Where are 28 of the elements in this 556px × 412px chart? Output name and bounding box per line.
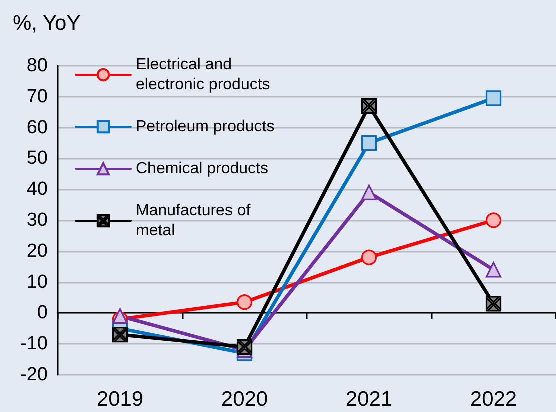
legend-label: Manufactures of metal xyxy=(136,202,256,240)
point xyxy=(486,262,502,278)
legend-label: Petroleum products xyxy=(136,118,275,136)
legend-label: Electrical and electronic products xyxy=(136,56,270,94)
y-tick-label: 30 xyxy=(26,210,48,231)
x-tick-label: 2020 xyxy=(221,388,268,411)
y-tick-label: -10 xyxy=(20,334,48,355)
y-tick-label: 20 xyxy=(26,240,48,262)
y-tick-label: 70 xyxy=(26,86,48,108)
x-tick-label: 2021 xyxy=(346,388,393,411)
y-tick-label: 80 xyxy=(26,56,48,76)
point xyxy=(486,212,502,228)
legend-label: Chemical products xyxy=(136,160,268,178)
x-tick-label: 2022 xyxy=(470,388,518,411)
point xyxy=(112,308,128,324)
point xyxy=(486,90,502,106)
y-tick-label: 50 xyxy=(26,148,48,170)
y-tick-label: 0 xyxy=(37,302,48,324)
y-tick-label: 40 xyxy=(26,179,48,200)
point xyxy=(361,184,378,200)
x-tick-label: 2019 xyxy=(96,388,144,411)
y-tick-label: -20 xyxy=(20,364,48,386)
y-tick-label: 10 xyxy=(26,272,48,293)
point xyxy=(361,135,378,152)
y-tick-label: 60 xyxy=(26,117,48,138)
point xyxy=(236,294,253,310)
point xyxy=(361,250,378,266)
y-axis-title: %, YoY xyxy=(13,12,81,35)
